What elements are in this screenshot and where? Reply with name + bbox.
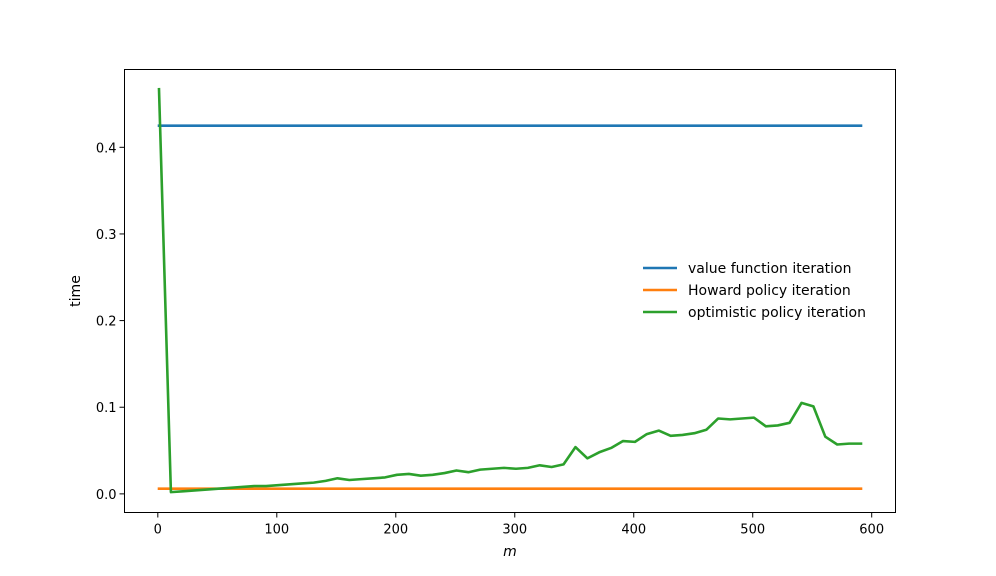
x-axis-label: m	[503, 544, 517, 560]
x-tick-label: 100	[264, 523, 289, 538]
legend: value function iteration Howard policy it…	[643, 261, 866, 321]
plot-area	[124, 69, 896, 513]
x-tick-label: 600	[859, 523, 884, 538]
y-ticks: 0.0 0.1 0.2 0.3 0.4	[96, 141, 125, 503]
legend-label-0: value function iteration	[688, 261, 851, 277]
x-tick-label: 500	[740, 523, 765, 538]
x-tick-label: 200	[383, 523, 408, 538]
y-tick-label: 0.2	[96, 315, 117, 330]
series-line-2	[157, 87, 863, 494]
plot-frame	[124, 69, 896, 513]
y-tick-label: 0.1	[96, 401, 117, 416]
x-tick-label: 400	[621, 523, 646, 538]
legend-label-2: optimistic policy iteration	[688, 305, 866, 321]
y-axis-label: time	[68, 275, 84, 307]
y-tick-label: 0.4	[96, 141, 117, 156]
y-tick-label: 0.3	[96, 228, 117, 243]
x-tick-label: 300	[502, 523, 527, 538]
series-layer	[157, 87, 863, 494]
y-tick-label: 0.0	[96, 488, 117, 503]
x-tick-label: 0	[154, 523, 162, 538]
legend-label-1: Howard policy iteration	[688, 283, 851, 299]
x-ticks: 0 100 200 300 400 500 600	[154, 512, 884, 538]
